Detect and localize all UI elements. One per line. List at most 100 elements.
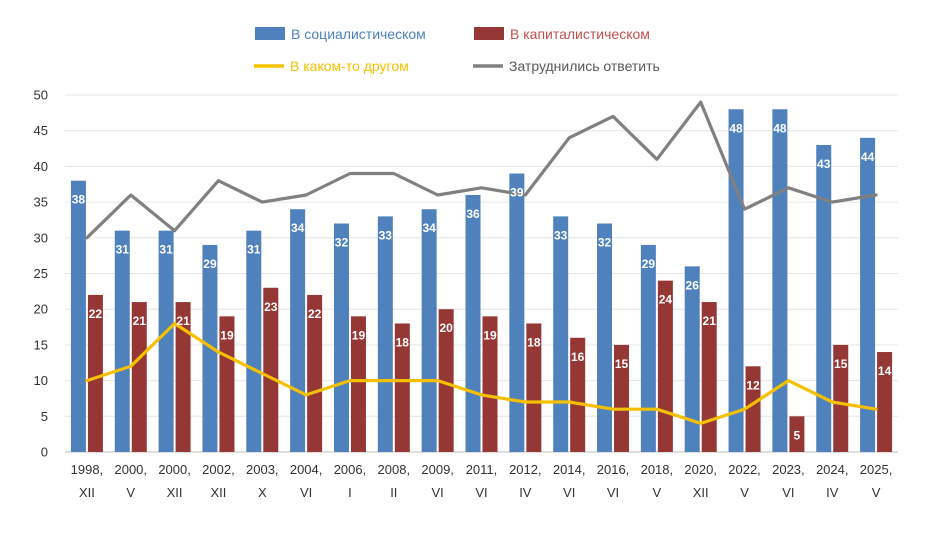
x-tick-label: 2024, [816, 462, 849, 477]
bar [290, 209, 306, 452]
x-tick-label: V [872, 485, 881, 500]
bar-value-label: 21 [703, 314, 717, 328]
bar [465, 194, 481, 452]
x-tick-label: 2003, [246, 462, 279, 477]
bar-value-label: 32 [335, 236, 349, 250]
bar-value-label: 36 [466, 207, 480, 221]
bar-value-label: 29 [642, 257, 656, 271]
y-tick-label: 5 [41, 409, 48, 424]
bar-value-label: 15 [834, 357, 848, 371]
bar [333, 223, 349, 452]
bar-value-label: 32 [598, 236, 612, 250]
legend-swatch-capitalist [474, 27, 504, 40]
series-line [85, 100, 878, 240]
x-tick-label: 1998, [71, 462, 104, 477]
x-tick-label: X [258, 485, 267, 500]
x-tick-label: 2020, [684, 462, 717, 477]
x-tick-label: 2014, [553, 462, 586, 477]
x-tick-label: 2004, [290, 462, 323, 477]
bar [87, 294, 103, 452]
bar-value-label: 48 [773, 121, 787, 135]
x-tick-label: VI [300, 485, 312, 500]
y-tick-label: 50 [34, 88, 48, 103]
bar [701, 302, 717, 452]
legend-label-socialist: В социалистическом [291, 26, 426, 42]
bar [158, 230, 174, 452]
legend-swatch-socialist [255, 27, 285, 40]
legend: В социалистическом В капиталистическом В… [254, 26, 660, 74]
bar-value-label: 20 [439, 321, 453, 335]
bar-value-label: 19 [352, 328, 366, 342]
bar-value-label: 18 [396, 335, 410, 349]
x-tick-label: V [126, 485, 135, 500]
bar-value-label: 48 [729, 121, 743, 135]
y-tick-label: 25 [34, 266, 48, 281]
x-tick-label: 2025, [860, 462, 893, 477]
x-tick-label: XII [79, 485, 95, 500]
bar [833, 344, 849, 452]
bar-value-label: 31 [247, 243, 261, 257]
bar [789, 416, 805, 452]
x-tick-label: 2022, [728, 462, 761, 477]
bar [728, 109, 744, 452]
y-tick-label: 20 [34, 302, 48, 317]
bar [114, 230, 130, 452]
x-tick-label: I [348, 485, 352, 500]
x-tick-label: 2002, [202, 462, 235, 477]
bar-value-label: 12 [746, 378, 760, 392]
bar [350, 316, 366, 452]
y-tick-label: 40 [34, 159, 48, 174]
bar [614, 344, 630, 452]
bar-value-label: 18 [527, 335, 541, 349]
y-axis: 0 5 10 15 20 25 30 35 40 45 50 [34, 88, 48, 460]
legend-item-capitalist: В капиталистическом [474, 26, 650, 42]
x-tick-label: 2000, [158, 462, 191, 477]
bar [70, 180, 86, 452]
bar [526, 323, 542, 452]
bar-value-label: 33 [554, 228, 568, 242]
legend-label-other: В каком-то другом [290, 58, 409, 74]
lines [85, 100, 878, 425]
bar-labels: 38 31 31 29 31 34 32 33 34 36 39 33 32 29 26 48 48 43 44 22… [72, 121, 892, 442]
x-tick-label: VI [782, 485, 794, 500]
bar-value-label: 31 [116, 243, 130, 257]
bar-value-label: 5 [794, 428, 801, 442]
bar-value-label: 31 [159, 243, 173, 257]
bar-value-label: 34 [422, 221, 436, 235]
x-tick-label: VI [607, 485, 619, 500]
legend-label-capitalist: В капиталистическом [510, 26, 650, 42]
bar [816, 144, 832, 453]
bar-value-label: 26 [686, 278, 700, 292]
bar [553, 216, 569, 452]
bar-value-label: 38 [72, 193, 86, 207]
legend-item-other: В каком-то другом [254, 58, 409, 74]
bar [877, 352, 893, 452]
legend-item-undecided: Затруднились ответить [473, 58, 660, 74]
bar [772, 109, 788, 452]
bar [509, 173, 525, 453]
bar-value-label: 43 [817, 157, 831, 171]
bar-value-label: 15 [615, 357, 629, 371]
x-tick-label: XII [210, 485, 226, 500]
x-tick-label: IV [826, 485, 839, 500]
bar [377, 216, 393, 452]
bar [684, 266, 700, 452]
bar [307, 294, 323, 452]
bar-value-label: 21 [133, 314, 147, 328]
bar [438, 309, 454, 452]
bar-value-label: 34 [291, 221, 305, 235]
x-tick-label: IV [519, 485, 532, 500]
y-tick-label: 45 [34, 123, 48, 138]
bar [202, 244, 218, 452]
legend-label-undecided: Затруднились ответить [509, 58, 660, 74]
bar-value-label: 19 [483, 328, 497, 342]
x-tick-label: 2016, [597, 462, 630, 477]
bar-value-label: 24 [659, 293, 673, 307]
x-axis: 1998, XII 2000, V 2000, XII 2002, XII 2003, X 2004… [71, 462, 893, 500]
bar-value-label: 33 [379, 228, 393, 242]
x-tick-label: 2018, [641, 462, 674, 477]
bar-value-label: 29 [203, 257, 217, 271]
bars [70, 109, 893, 453]
bar [570, 337, 586, 452]
x-tick-label: XII [693, 485, 709, 500]
